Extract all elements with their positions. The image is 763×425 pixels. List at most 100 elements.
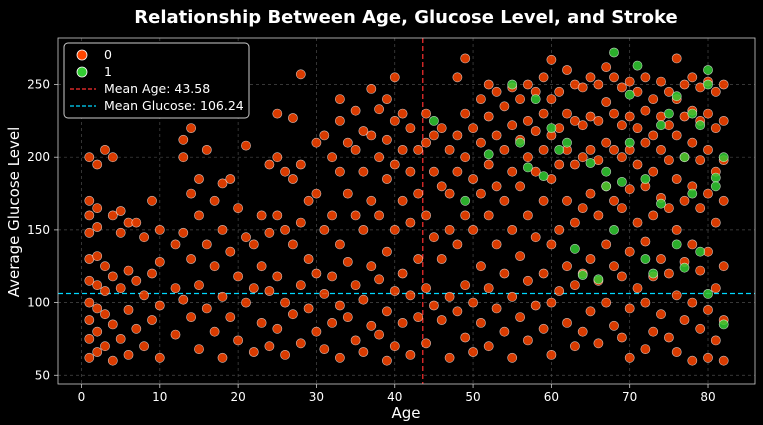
data-point-series-0 xyxy=(679,315,690,325)
data-point-series-0 xyxy=(366,84,377,94)
data-point-series-0 xyxy=(460,53,471,64)
data-point-series-0 xyxy=(209,261,220,272)
data-point-series-0 xyxy=(436,181,447,192)
data-point-series-0 xyxy=(703,108,713,119)
data-point-series-0 xyxy=(107,210,118,221)
data-point-series-0 xyxy=(139,341,149,352)
data-point-series-0 xyxy=(295,69,306,80)
data-point-series-0 xyxy=(374,329,384,340)
data-point-series-0 xyxy=(609,261,619,272)
data-point-series-0 xyxy=(397,317,408,328)
data-point-series-0 xyxy=(287,309,298,320)
data-point-series-0 xyxy=(585,144,596,155)
data-point-series-0 xyxy=(609,108,619,119)
data-point-series-0 xyxy=(617,203,627,213)
data-point-series-0 xyxy=(374,152,384,163)
data-point-series-0 xyxy=(515,251,525,261)
data-point-series-0 xyxy=(84,152,95,163)
data-point-series-0 xyxy=(671,174,682,184)
data-point-series-1 xyxy=(718,319,729,330)
data-point-series-0 xyxy=(303,303,314,314)
data-point-series-0 xyxy=(483,79,494,90)
data-point-series-1 xyxy=(460,195,471,206)
data-point-series-0 xyxy=(350,210,361,221)
data-point-series-0 xyxy=(483,111,494,122)
data-point-series-0 xyxy=(123,349,134,360)
data-point-series-0 xyxy=(468,347,478,357)
data-point-series-0 xyxy=(624,76,635,87)
data-point-series-0 xyxy=(295,159,306,170)
data-point-series-0 xyxy=(452,72,463,83)
data-point-series-0 xyxy=(554,286,565,296)
data-point-series-0 xyxy=(538,72,549,83)
data-point-series-0 xyxy=(107,152,118,163)
data-point-series-0 xyxy=(147,268,157,279)
data-point-series-0 xyxy=(452,306,463,317)
data-point-series-0 xyxy=(671,290,682,301)
data-point-series-0 xyxy=(397,268,408,279)
x-tick-label: 30 xyxy=(309,390,324,404)
data-point-series-1 xyxy=(609,224,619,235)
data-point-series-0 xyxy=(154,300,165,311)
data-point-series-0 xyxy=(538,268,549,279)
data-point-series-0 xyxy=(84,352,95,363)
data-point-series-0 xyxy=(562,65,572,75)
data-point-series-0 xyxy=(256,317,267,328)
data-point-series-1 xyxy=(671,239,682,250)
data-point-series-0 xyxy=(444,291,455,302)
data-point-series-0 xyxy=(287,239,298,250)
data-point-series-0 xyxy=(272,271,283,282)
data-point-series-0 xyxy=(287,174,298,184)
data-point-series-0 xyxy=(92,159,103,170)
data-point-series-0 xyxy=(538,323,549,334)
data-point-series-0 xyxy=(389,116,400,126)
data-point-series-0 xyxy=(334,166,345,177)
data-point-series-1 xyxy=(656,120,666,131)
data-point-series-0 xyxy=(194,344,204,354)
data-point-series-0 xyxy=(491,181,502,192)
data-point-series-0 xyxy=(483,210,494,221)
data-point-series-0 xyxy=(491,130,502,141)
data-point-series-0 xyxy=(648,326,659,337)
data-point-series-0 xyxy=(217,178,228,189)
data-point-series-0 xyxy=(319,344,330,354)
data-point-series-0 xyxy=(350,335,361,346)
data-point-series-1 xyxy=(687,108,698,119)
data-point-series-0 xyxy=(632,159,643,170)
data-point-series-0 xyxy=(201,239,212,250)
data-point-series-0 xyxy=(272,152,283,163)
data-point-series-0 xyxy=(358,347,369,357)
data-point-series-0 xyxy=(444,144,455,155)
data-point-series-0 xyxy=(718,195,729,206)
data-point-series-0 xyxy=(264,227,275,238)
data-point-series-0 xyxy=(272,108,283,119)
data-point-series-0 xyxy=(523,210,533,221)
data-point-series-0 xyxy=(679,195,690,206)
data-point-series-0 xyxy=(491,303,502,314)
data-point-series-0 xyxy=(640,236,651,247)
x-axis-title: Age xyxy=(391,404,420,422)
data-point-series-0 xyxy=(405,123,416,134)
x-tick-label: 0 xyxy=(78,390,86,404)
data-point-series-0 xyxy=(546,54,557,65)
data-point-series-0 xyxy=(452,166,463,177)
data-point-series-0 xyxy=(225,312,236,322)
data-point-series-0 xyxy=(617,120,627,131)
data-point-series-0 xyxy=(342,256,353,267)
data-point-series-1 xyxy=(562,137,572,148)
data-point-series-0 xyxy=(530,232,541,243)
data-point-series-0 xyxy=(695,155,706,165)
data-point-series-0 xyxy=(405,349,416,360)
data-point-series-0 xyxy=(554,224,565,235)
data-point-series-0 xyxy=(421,108,431,119)
data-point-series-0 xyxy=(507,352,518,363)
data-point-series-0 xyxy=(233,335,243,346)
data-point-series-0 xyxy=(139,290,149,301)
data-point-series-1 xyxy=(679,262,690,273)
data-point-series-0 xyxy=(483,159,494,170)
data-point-series-0 xyxy=(350,144,361,155)
data-point-series-0 xyxy=(225,246,236,257)
data-point-series-1 xyxy=(640,254,651,264)
data-point-series-0 xyxy=(264,341,275,352)
